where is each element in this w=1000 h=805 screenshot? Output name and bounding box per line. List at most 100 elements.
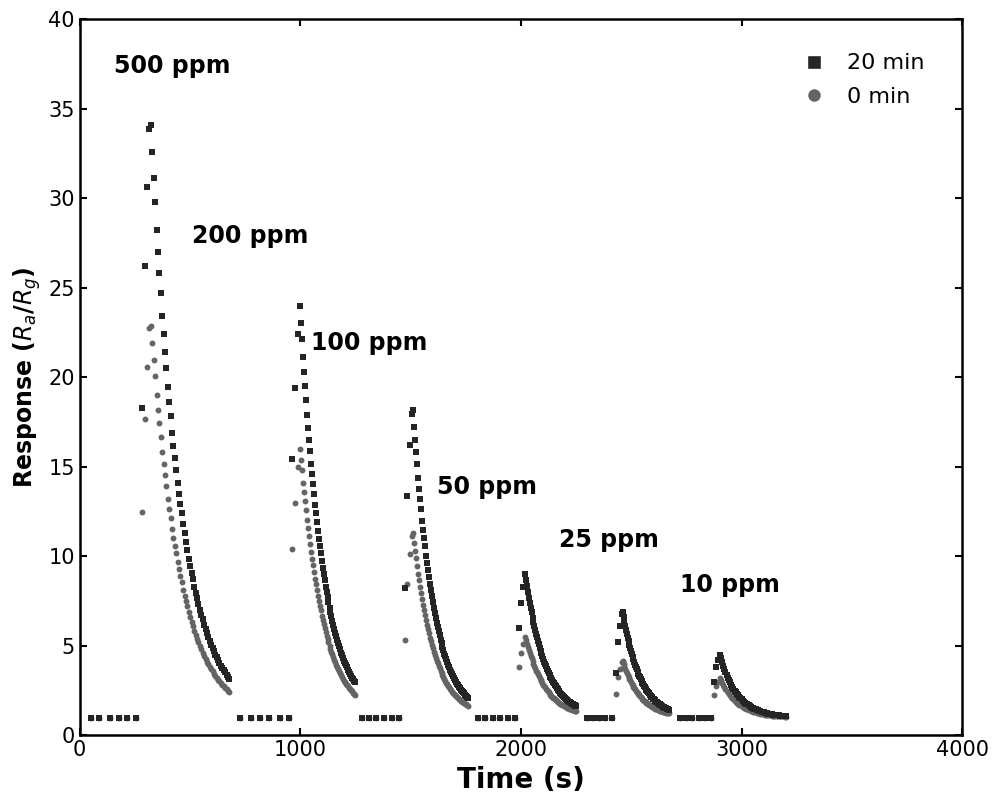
Point — [742, 700, 758, 712]
Point — [298, 504, 314, 517]
Point — [200, 658, 216, 671]
Point — [519, 580, 535, 592]
Point — [713, 651, 729, 664]
Point — [186, 625, 202, 638]
Point — [528, 628, 544, 641]
Point — [625, 650, 641, 663]
Point — [339, 661, 355, 674]
Point — [419, 556, 435, 569]
Point — [547, 693, 563, 706]
Point — [541, 686, 557, 699]
Point — [192, 640, 208, 653]
Point — [205, 642, 221, 654]
Point — [647, 694, 663, 707]
Point — [615, 654, 631, 667]
Point — [500, 711, 516, 724]
Point — [621, 671, 637, 683]
Point — [420, 564, 436, 576]
Point — [190, 597, 206, 610]
Point — [417, 609, 433, 621]
Point — [742, 704, 758, 716]
Point — [193, 609, 209, 621]
Point — [397, 581, 413, 594]
Point — [156, 328, 172, 341]
Point — [421, 626, 437, 639]
Point — [727, 684, 743, 697]
Point — [749, 704, 765, 716]
Point — [281, 711, 297, 724]
Point — [175, 584, 191, 597]
Point — [548, 694, 564, 707]
Point — [736, 696, 752, 708]
Point — [710, 654, 726, 667]
Point — [541, 667, 557, 679]
Point — [294, 332, 310, 345]
Point — [404, 529, 420, 542]
Point — [637, 681, 653, 694]
Point — [757, 706, 773, 719]
Point — [745, 702, 761, 715]
Point — [639, 697, 655, 710]
Point — [182, 559, 198, 572]
Point — [638, 696, 654, 708]
Point — [617, 663, 633, 675]
Point — [147, 196, 163, 208]
Point — [188, 586, 204, 599]
Point — [243, 711, 259, 724]
Point — [376, 711, 392, 724]
Point — [331, 640, 347, 653]
Point — [678, 711, 694, 724]
Point — [714, 656, 730, 669]
Point — [533, 674, 549, 687]
Point — [309, 515, 325, 528]
Point — [634, 675, 650, 687]
Point — [720, 671, 736, 684]
Point — [411, 483, 427, 496]
Point — [614, 607, 630, 620]
Point — [638, 683, 654, 696]
Point — [281, 711, 297, 724]
Point — [774, 709, 790, 722]
Point — [335, 672, 351, 685]
Point — [422, 631, 438, 644]
Point — [158, 361, 174, 374]
Point — [545, 691, 561, 704]
Point — [730, 689, 746, 702]
Point — [447, 674, 463, 687]
Point — [432, 662, 448, 675]
Point — [431, 659, 447, 672]
Point — [416, 604, 432, 617]
Point — [347, 676, 363, 689]
Point — [766, 709, 782, 722]
Point — [184, 566, 200, 579]
Point — [642, 699, 658, 712]
Point — [728, 696, 744, 708]
Point — [540, 664, 556, 677]
Point — [639, 685, 655, 698]
Text: 200 ppm: 200 ppm — [192, 224, 309, 248]
Point — [652, 704, 668, 717]
Point — [119, 711, 135, 724]
Point — [134, 506, 150, 519]
Point — [164, 426, 180, 439]
Point — [438, 653, 454, 666]
Point — [455, 686, 471, 699]
Point — [729, 687, 745, 700]
Point — [345, 673, 361, 686]
Point — [630, 687, 646, 700]
Point — [558, 693, 574, 706]
Point — [723, 691, 739, 704]
Point — [636, 694, 652, 707]
Point — [184, 615, 200, 628]
Point — [567, 704, 583, 717]
Point — [522, 646, 538, 659]
Point — [732, 691, 748, 704]
Point — [252, 711, 268, 724]
Point — [319, 630, 335, 642]
Point — [174, 576, 190, 589]
Point — [320, 591, 336, 604]
Point — [195, 613, 211, 625]
Point — [656, 706, 672, 719]
Point — [411, 574, 427, 587]
Point — [298, 394, 314, 407]
